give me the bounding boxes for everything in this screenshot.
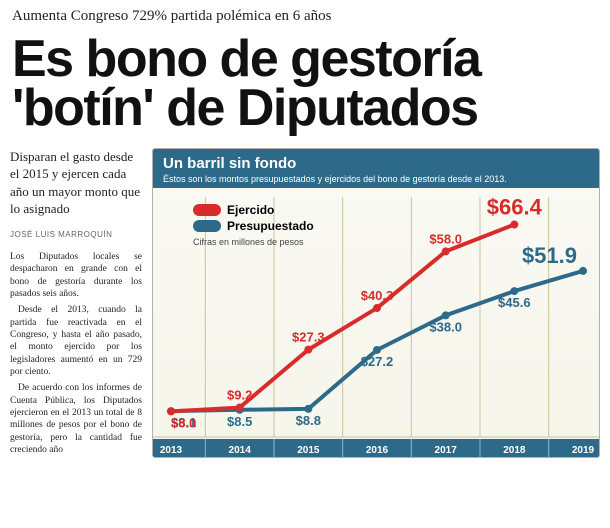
svg-text:$8.0: $8.0 xyxy=(171,415,196,430)
body-text: Los Diputados locales se despacharon en … xyxy=(10,251,142,457)
svg-text:$27.3: $27.3 xyxy=(292,329,325,344)
chart-subtitle: Éstos son los montos presupuestados y ej… xyxy=(163,172,589,184)
chart-container: Un barril sin fondo Éstos son los montos… xyxy=(152,148,600,458)
main-content-row: Disparan el gasto desde el 2015 y ejerce… xyxy=(0,148,610,461)
legend-note: Cifras en millones de pesos xyxy=(193,237,314,247)
svg-text:2013: 2013 xyxy=(160,445,183,456)
svg-text:$66.4: $66.4 xyxy=(487,194,543,219)
svg-text:$9.2: $9.2 xyxy=(227,387,252,402)
body-paragraph: Los Diputados locales se despacharon en … xyxy=(10,251,142,300)
kicker-text: Aumenta Congreso 729% partida polémica e… xyxy=(0,0,610,31)
legend-label-ejercido: Ejercido xyxy=(227,203,274,217)
chart-title: Un barril sin fondo xyxy=(163,155,589,172)
legend-label-presupuestado: Presupuestado xyxy=(227,219,314,233)
svg-text:2015: 2015 xyxy=(297,445,320,456)
svg-text:$51.9: $51.9 xyxy=(522,243,577,268)
chart-legend: Ejercido Presupuestado Cifras en millone… xyxy=(193,203,314,247)
byline: JOSÉ LUIS MARROQUÍN xyxy=(10,230,142,239)
legend-item-presupuestado: Presupuestado xyxy=(193,219,314,233)
svg-text:$45.6: $45.6 xyxy=(498,295,531,310)
svg-text:$40.3: $40.3 xyxy=(361,288,394,303)
swatch-presupuestado xyxy=(193,220,221,232)
svg-text:2016: 2016 xyxy=(366,445,389,456)
legend-item-ejercido: Ejercido xyxy=(193,203,314,217)
svg-text:2017: 2017 xyxy=(435,445,458,456)
svg-text:$27.2: $27.2 xyxy=(361,354,394,369)
body-paragraph: Desde el 2013, cuando la partida fue rea… xyxy=(10,304,142,378)
subheadline: Disparan el gasto desde el 2015 y ejerce… xyxy=(10,148,142,218)
svg-text:$8.8: $8.8 xyxy=(296,413,321,428)
svg-text:2018: 2018 xyxy=(503,445,526,456)
swatch-ejercido xyxy=(193,204,221,216)
svg-text:$8.5: $8.5 xyxy=(227,414,252,429)
svg-text:$58.0: $58.0 xyxy=(429,231,462,246)
svg-text:2019: 2019 xyxy=(572,445,595,456)
chart-header: Un barril sin fondo Éstos son los montos… xyxy=(153,149,599,188)
svg-text:$38.0: $38.0 xyxy=(429,319,462,334)
article-text-column: Disparan el gasto desde el 2015 y ejerce… xyxy=(10,148,142,461)
body-paragraph: De acuerdo con los informes de Cuenta Pú… xyxy=(10,382,142,456)
headline: Es bono de gestoría 'botín' de Diputados xyxy=(0,31,610,148)
svg-text:2014: 2014 xyxy=(229,445,252,456)
